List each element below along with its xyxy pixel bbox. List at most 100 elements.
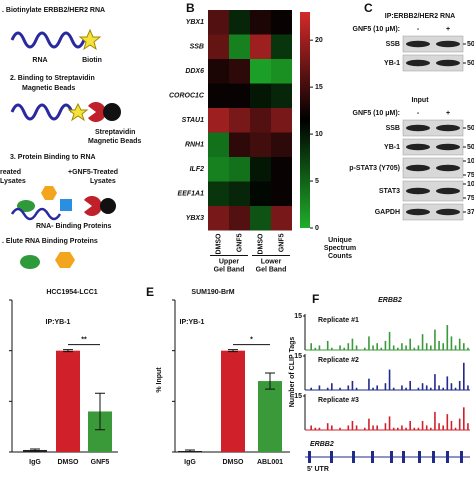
x-tick-label: ABL001 bbox=[257, 459, 283, 466]
heat-cell bbox=[229, 83, 250, 108]
x-tick-label: GNF5 bbox=[91, 459, 110, 466]
treatment-label: GNF5 (10 μM): bbox=[353, 110, 400, 117]
chart-title: ERBB2 bbox=[378, 297, 402, 304]
error-bar bbox=[30, 448, 40, 452]
lane-label: + bbox=[446, 110, 450, 117]
colorbar-label: Unique bbox=[328, 237, 352, 244]
row-label: YB-1 bbox=[384, 144, 400, 151]
heat-cell bbox=[271, 34, 292, 59]
utr-label: 5' UTR bbox=[307, 466, 329, 473]
step-text: 3. Protein Binding to RNA bbox=[10, 154, 96, 161]
colorbar-tick-label: 15 bbox=[315, 84, 323, 91]
heat-cell bbox=[208, 181, 229, 206]
heat-cell bbox=[208, 10, 229, 35]
chart-title: SUM190-BrM bbox=[191, 289, 234, 296]
exon bbox=[460, 451, 463, 463]
exon bbox=[352, 451, 355, 463]
heat-cell bbox=[250, 59, 271, 84]
marker-label: 50 bbox=[467, 144, 474, 151]
protein-icon bbox=[60, 199, 72, 211]
colorbar-tick-label: 5 bbox=[315, 178, 319, 185]
marker-label: 75 bbox=[467, 195, 474, 202]
heat-cell bbox=[229, 157, 250, 182]
protein-icon bbox=[20, 255, 40, 269]
x-tick-label: IgG bbox=[29, 459, 41, 466]
row-label: SSB bbox=[386, 41, 400, 48]
group-label: Lower bbox=[261, 258, 282, 265]
y-label: % Input bbox=[156, 367, 163, 393]
heat-cell bbox=[271, 181, 292, 206]
marker-label: 37 bbox=[467, 209, 474, 216]
row-label: p-STAT3 (Y705) bbox=[349, 165, 400, 172]
chart-subtitle: IP:YB-1 bbox=[180, 319, 205, 326]
row-label: YB-1 bbox=[384, 60, 400, 67]
heat-cell bbox=[271, 83, 292, 108]
protein-icon bbox=[41, 186, 57, 200]
exon bbox=[390, 451, 393, 463]
colorbar-tick-label: 0 bbox=[315, 225, 319, 232]
row-label: COROC1C bbox=[169, 93, 205, 100]
label: Lysates bbox=[0, 178, 26, 185]
panel-a: . Biotinylate ERBB2/HER2 RNA RNA Biotin … bbox=[0, 7, 141, 269]
band bbox=[436, 143, 460, 151]
heat-cell bbox=[229, 108, 250, 133]
significance: ** bbox=[81, 337, 87, 344]
error-bar bbox=[185, 449, 195, 453]
chart-title: HCC1954-LCC1 bbox=[46, 289, 97, 296]
column-label: DMSO bbox=[215, 233, 222, 255]
step-text: . Elute RNA Binding Proteins bbox=[2, 238, 98, 245]
heat-cell bbox=[250, 157, 271, 182]
band bbox=[406, 208, 430, 216]
blot-title: Input bbox=[411, 97, 429, 104]
band bbox=[436, 59, 460, 67]
step-text: 2. Binding to Streptavidin bbox=[10, 75, 95, 82]
heat-cell bbox=[271, 132, 292, 157]
exon bbox=[330, 451, 333, 463]
legend-label: Replicate #3 bbox=[318, 397, 359, 404]
marker-label: 100 bbox=[467, 181, 474, 188]
error-bar bbox=[95, 392, 105, 431]
colorbar-tick-label: 20 bbox=[315, 37, 323, 44]
legend-label: Replicate #1 bbox=[318, 317, 359, 324]
heat-cell bbox=[208, 34, 229, 59]
exon bbox=[402, 451, 405, 463]
band bbox=[406, 124, 430, 132]
marker-label: 100 bbox=[467, 158, 474, 165]
row-label: DDX6 bbox=[185, 68, 204, 75]
label: RNA- Binding Proteins bbox=[36, 223, 112, 230]
label: +GNF5-Treated bbox=[68, 169, 118, 176]
column-label: GNF5 bbox=[236, 233, 243, 252]
row-label: STAU1 bbox=[182, 117, 205, 124]
error-bar bbox=[63, 349, 73, 353]
step-text: Magnetic Beads bbox=[22, 85, 75, 92]
bead-icon bbox=[103, 103, 121, 121]
heat-cell bbox=[208, 59, 229, 84]
bead-icon bbox=[100, 198, 116, 214]
heat-cell bbox=[271, 10, 292, 35]
exon bbox=[418, 451, 421, 463]
row-label: YBX3 bbox=[186, 215, 204, 222]
band bbox=[436, 40, 460, 48]
label: Magnetic Beads bbox=[88, 138, 141, 145]
label: Biotin bbox=[82, 57, 102, 64]
biotin-icon bbox=[67, 102, 89, 122]
gene-label: ERBB2 bbox=[310, 441, 334, 448]
blot bbox=[402, 157, 464, 179]
panel-label: B bbox=[186, 1, 195, 15]
group-label: Gel Band bbox=[214, 266, 245, 273]
label: RNA bbox=[32, 57, 47, 64]
heat-cell bbox=[271, 206, 292, 231]
protein-icon bbox=[55, 252, 75, 268]
y-tick-label: 15 bbox=[294, 353, 302, 360]
y-tick-label: 15 bbox=[294, 313, 302, 320]
colorbar bbox=[300, 12, 310, 228]
column-label: GNF5 bbox=[278, 233, 285, 252]
group-label: Gel Band bbox=[256, 266, 287, 273]
x-tick-label: IgG bbox=[184, 459, 196, 466]
heat-cell bbox=[229, 34, 250, 59]
error-bar bbox=[228, 349, 238, 353]
marker-label: 50 bbox=[467, 41, 474, 48]
heat-cell bbox=[250, 83, 271, 108]
band bbox=[406, 187, 430, 195]
